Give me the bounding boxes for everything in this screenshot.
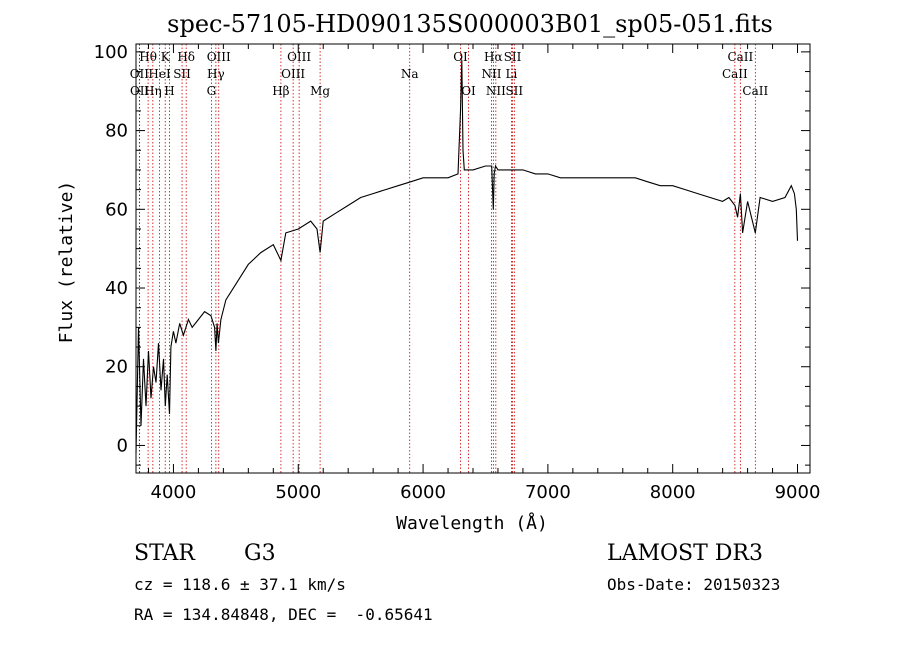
x-axis-label: Wavelength (Å) [396,512,548,534]
y-axis-ticks: 0 20 40 60 80 100 [94,42,810,466]
x-tick-label: 9000 [775,482,821,503]
y-axis-label: Flux (relative) [56,181,77,344]
spectral-line-label: OI [453,50,468,64]
spectral-line-label: Mg [310,84,330,98]
ra-dec-coordinates: RA = 134.84848, DEC = -0.65641 [134,605,433,624]
spectrum-curve [135,59,799,454]
spectral-line-label: Hα [484,50,503,64]
y-tick-label: 60 [105,199,128,220]
spectral-line-label: H [164,84,174,98]
spectral-line-label: SII [505,84,523,98]
object-class: STAR [134,541,196,566]
x-tick-label: 4000 [151,482,197,503]
spectral-line-label: SII [504,50,522,64]
spectral-line-label: CaII [727,50,753,64]
spectral-line-label: NII [481,67,501,81]
redshift-velocity: cz = 118.6 ± 37.1 km/s [134,575,346,594]
survey-name: LAMOST DR3 [607,541,763,566]
spectral-line-label: Hθ [139,50,157,64]
spectral-line-markers [138,44,756,473]
spectral-line-label: Hγ [207,67,225,81]
observation-date: Obs-Date: 20150323 [607,575,780,594]
spectral-line-label: OIII [207,50,231,64]
spectral-line-label: OI [461,84,476,98]
spectral-line-label: OIII [281,67,305,81]
x-tick-label: 7000 [525,482,571,503]
plot-frame [135,43,811,474]
spectral-line-label: Li [506,67,518,81]
y-tick-label: 80 [105,121,128,142]
spectral-line-label: OIII [287,50,311,64]
spectral-line-label: Na [401,67,419,81]
spectral-line-label: Hδ [177,50,195,64]
chart-title: spec-57105-HD090135S000003B01_sp05-051.f… [167,10,773,38]
spectral-line-label: Hη [144,84,162,98]
y-tick-label: 100 [94,42,128,63]
spectral-line-label: K [161,50,171,64]
x-axis-ticks: 4000 5000 6000 7000 8000 9000 [147,44,821,503]
spectral-line-label: CaII [722,67,748,81]
y-tick-label: 0 [117,435,128,456]
spectral-line-label: SII [173,67,191,81]
spectral-line-label: NII [486,84,506,98]
y-tick-label: 40 [105,278,128,299]
y-tick-label: 20 [105,357,128,378]
object-subclass: G3 [244,541,276,566]
spectral-line-label: Hβ [272,84,289,98]
spectral-line-label: HeI [148,67,171,81]
spectral-line-label: OII [130,67,150,81]
spectral-line-label: G [207,84,217,98]
x-tick-label: 8000 [650,482,696,503]
x-tick-label: 5000 [275,482,321,503]
spectral-line-label: CaII [742,84,768,98]
x-tick-label: 6000 [400,482,446,503]
